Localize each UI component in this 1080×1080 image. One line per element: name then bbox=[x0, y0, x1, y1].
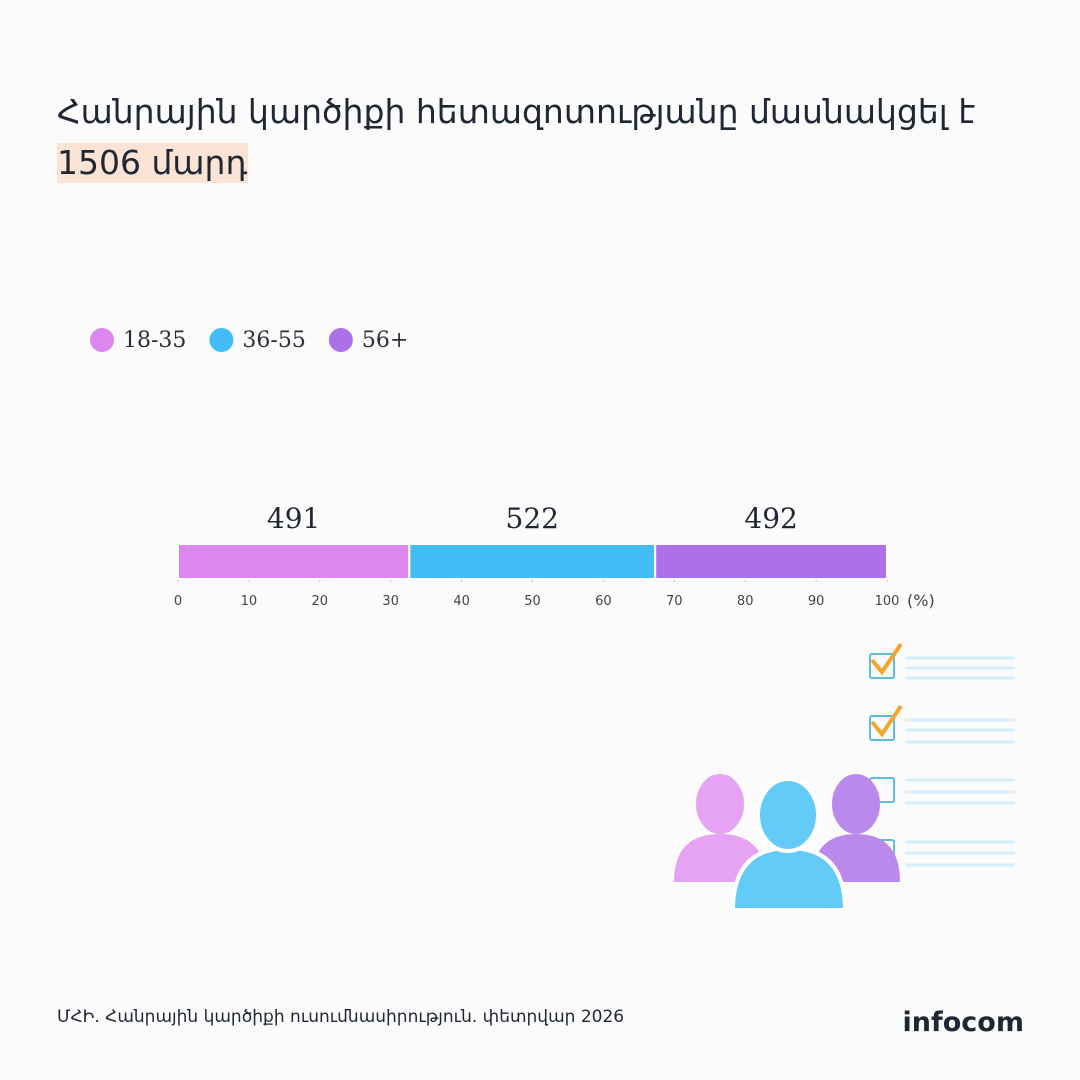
legend-label: 36-55 bbox=[242, 328, 305, 353]
x-tick-label: 80 bbox=[737, 594, 754, 609]
data-label: 522 bbox=[506, 502, 559, 535]
x-tick-label: 0 bbox=[174, 594, 182, 609]
legend-marker bbox=[209, 328, 234, 352]
x-tick-label: 70 bbox=[666, 594, 683, 609]
data-label: 492 bbox=[744, 502, 797, 535]
x-tick-label: 50 bbox=[524, 594, 541, 609]
title-highlight: 1506 մարդ bbox=[57, 143, 247, 182]
bar-segment bbox=[177, 543, 411, 580]
legend-marker bbox=[328, 328, 353, 352]
legend-label: 56+ bbox=[362, 328, 408, 353]
bar-segment bbox=[654, 543, 888, 580]
data-label: 491 bbox=[267, 502, 320, 535]
bar-segment bbox=[408, 543, 657, 580]
x-tick-label: 20 bbox=[312, 594, 329, 609]
legend-marker bbox=[90, 328, 114, 352]
x-tick-label: 60 bbox=[595, 594, 612, 609]
source: ՄՀԻ. Հանրային կարծիքի ուսումնասիրություն… bbox=[57, 1007, 624, 1027]
legend-label: 18-35 bbox=[123, 328, 186, 353]
x-tick-label: 40 bbox=[453, 594, 470, 609]
illustration bbox=[674, 642, 1015, 912]
x-tick-label: 90 bbox=[808, 594, 825, 609]
title-highlight-bg bbox=[57, 143, 248, 183]
chart-title: Հանրային կարծիքի հետազոտությանը մասնակցե… bbox=[57, 92, 975, 131]
x-tick-label: 30 bbox=[382, 594, 399, 609]
brand-logo: infocom bbox=[903, 1007, 1024, 1038]
x-tick-label: 10 bbox=[241, 594, 258, 609]
x-tick-label: 100 bbox=[875, 594, 900, 609]
x-axis-label: (%) bbox=[907, 591, 935, 610]
